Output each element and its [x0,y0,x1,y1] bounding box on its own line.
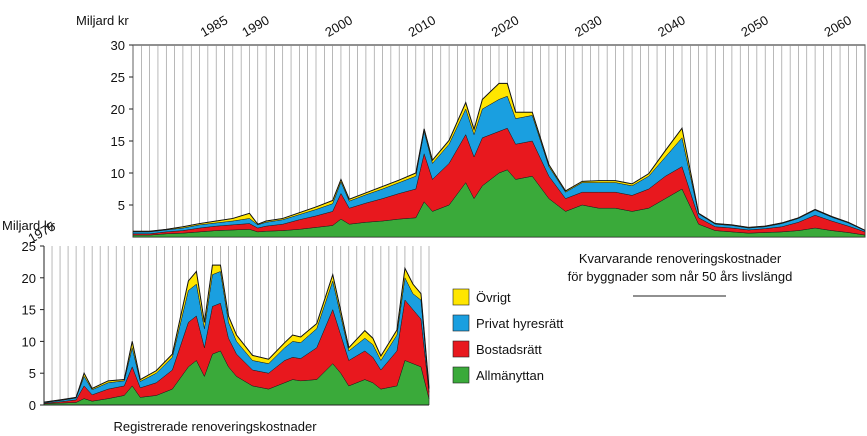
bottom-ytick-label-0: 0 [29,398,36,413]
top-areas [132,82,866,238]
top-xtick-label-2050: 2050 [738,12,771,39]
top-xtick-label-2020: 2020 [489,12,522,39]
bottom-caption: Registrerade renoveringskostnader [113,419,317,434]
top-xtick-label-2040: 2040 [655,12,688,39]
legend-label-4: Allmänyttan [476,368,544,383]
bottom-total-outline [43,264,430,403]
bottom-areas [43,264,430,406]
bottom-ytick-label-25: 25 [22,239,36,254]
top-total-outline [133,82,866,232]
top-ytick-label-5: 5 [118,198,125,213]
bottom-ytick-label-10: 10 [22,334,36,349]
top-xtick-label-1985: 1985 [198,12,231,39]
top-ytick-label-25: 25 [111,70,125,85]
top-xtick-label-1990: 1990 [239,12,272,39]
bottom-y-ticks: 0 5 10 15 20 25 [22,239,44,413]
legend-label-3: Bostadsrätt [476,342,542,357]
top-ytick-label-10: 10 [111,166,125,181]
bottom-ytick-label-20: 20 [22,271,36,286]
top-ytick-label-30: 30 [111,38,125,53]
legend: Övrigt Privat hyresrätt Bostadsrätt Allmäny… [452,288,564,384]
legend-label-1: Övrigt [476,290,511,305]
top-ytick-label-20: 20 [111,102,125,117]
legend-swatch-2 [452,314,470,332]
legend-label-2: Privat hyresrätt [476,316,564,331]
top-chart: 5 10 15 20 25 30 1985 1990 2000 2010 2020 2030 2040… [76,12,866,297]
top-y-axis-label: Miljard kr [76,13,129,28]
top-caption-line-1: Kvarvarande renoveringskostnader [579,251,782,266]
legend-swatch-4 [452,366,470,384]
top-x-ticks: 1985 1990 2000 2010 2020 2030 2040 2050 2060 [198,12,854,39]
top-y-ticks: 5 10 15 20 25 30 [111,38,133,213]
bottom-y-axis-label: Miljard kr [2,218,55,233]
top-xtick-label-2010: 2010 [406,12,439,39]
top-ytick-label-15: 15 [111,134,125,149]
top-xtick-label-2000: 2000 [322,12,355,39]
top-caption-line-2: för byggnader som når 50 års livslängd [568,269,793,284]
bottom-ytick-label-15: 15 [22,303,36,318]
legend-swatch-1 [452,288,470,306]
top-xtick-label-2030: 2030 [572,12,605,39]
legend-swatch-3 [452,340,470,358]
bottom-ytick-label-5: 5 [29,366,36,381]
top-xtick-label-2060: 2060 [822,12,855,39]
